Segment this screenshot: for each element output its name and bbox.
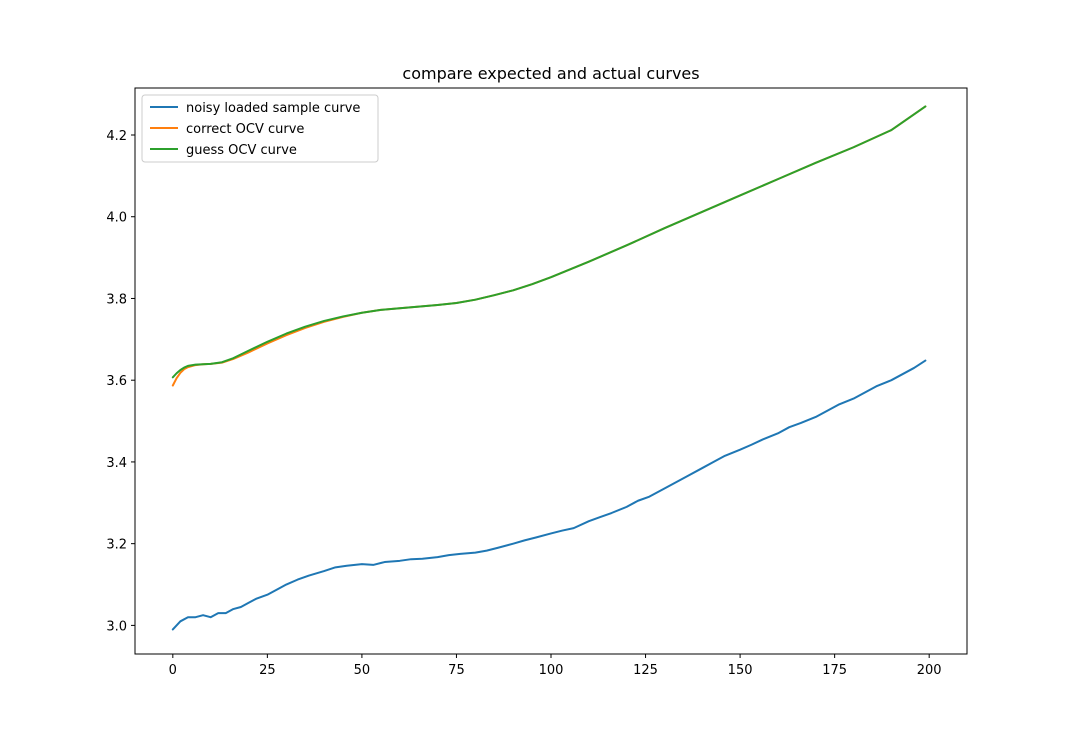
- series-line-1: [171, 359, 927, 631]
- legend-box: [141, 94, 379, 163]
- x-tick-label: 175: [822, 663, 847, 678]
- series-layer: [171, 105, 927, 631]
- y-axis: 3.0 3.2 3.4 3.6 3.8 4.0 4.2: [106, 129, 135, 634]
- chart-title: compare expected and actual curves: [402, 64, 699, 83]
- y-tick-label: 3.2: [106, 538, 127, 553]
- x-tick-label: 25: [259, 663, 276, 678]
- y-tick-label: 3.4: [106, 456, 127, 471]
- legend: noisy loaded sample curve correct OCV cur…: [141, 94, 379, 163]
- x-tick-label: 100: [539, 663, 564, 678]
- y-tick-label: 3.0: [106, 619, 127, 634]
- x-axis: 0 25 50 75 100 125 150 175 200: [169, 654, 942, 678]
- series-line-3: [171, 105, 927, 379]
- x-tick-label: 50: [354, 663, 371, 678]
- x-tick-label: 0: [169, 663, 177, 678]
- x-tick-label: 200: [917, 663, 942, 678]
- y-tick-label: 4.2: [106, 129, 127, 144]
- legend-label: guess OCV curve: [186, 143, 297, 158]
- y-tick-label: 3.6: [106, 374, 127, 389]
- y-tick-label: 3.8: [106, 292, 127, 307]
- legend-label: noisy loaded sample curve: [186, 101, 360, 116]
- x-tick-label: 75: [448, 663, 465, 678]
- x-tick-label: 125: [633, 663, 658, 678]
- y-tick-label: 4.0: [106, 211, 127, 226]
- plot-frame: [134, 87, 968, 655]
- x-tick-label: 150: [728, 663, 753, 678]
- legend-label: correct OCV curve: [186, 122, 304, 137]
